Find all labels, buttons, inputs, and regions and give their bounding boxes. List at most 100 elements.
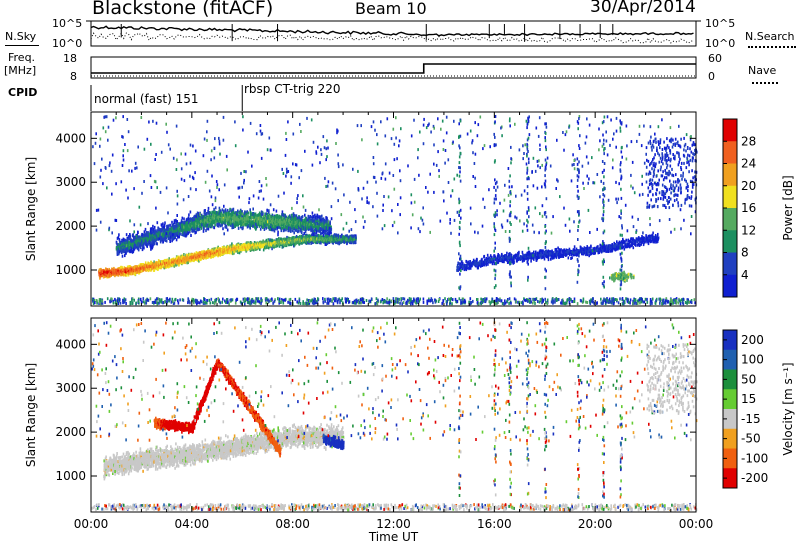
rti-cell xyxy=(202,300,205,304)
rti-cell xyxy=(125,273,128,277)
rti-cell xyxy=(164,261,166,265)
rti-cell xyxy=(129,234,132,238)
rti-cell xyxy=(121,251,123,255)
rti-cell xyxy=(117,297,119,301)
rti-cell xyxy=(164,264,166,268)
rti-cell xyxy=(168,299,170,303)
rti-cell xyxy=(319,239,322,243)
rti-cell xyxy=(128,247,130,250)
rti-cell xyxy=(163,300,166,304)
rti-cell xyxy=(165,300,168,304)
rti-cell xyxy=(477,298,479,301)
rti-cell xyxy=(177,301,180,305)
rti-cell xyxy=(302,302,304,306)
frequency-line xyxy=(91,63,696,74)
rti-cell xyxy=(156,229,158,233)
rti-cell xyxy=(355,234,357,238)
rti-cell xyxy=(142,243,145,247)
rti-cell xyxy=(408,297,411,301)
rti-cell xyxy=(174,226,177,230)
rti-cell xyxy=(344,297,347,301)
rti-cell xyxy=(606,299,608,303)
rti-cell xyxy=(305,301,307,305)
rti-cell xyxy=(510,301,512,305)
rti-cell xyxy=(147,231,149,235)
rti-cell xyxy=(143,246,145,250)
rti-cell xyxy=(596,301,598,305)
rti-cell xyxy=(149,297,152,301)
rti-cell xyxy=(408,301,410,305)
rti-cell xyxy=(293,243,296,247)
rti-cell xyxy=(139,244,141,248)
rti-cell xyxy=(451,302,453,306)
rti-cell xyxy=(171,220,173,224)
rti-cell xyxy=(571,300,573,303)
rti-cell xyxy=(153,230,156,233)
rti-cell xyxy=(174,235,176,239)
rti-cell xyxy=(114,274,116,278)
rti-cell xyxy=(629,301,631,305)
rti-cell xyxy=(638,298,641,302)
rti-cell xyxy=(508,297,511,301)
rti-cell xyxy=(322,297,324,301)
rti-cell xyxy=(104,274,106,278)
rti-cell xyxy=(121,243,123,247)
rti-cell xyxy=(317,297,319,301)
rti-cell xyxy=(302,300,304,304)
rti-cell xyxy=(168,257,170,261)
rti-cell xyxy=(137,245,139,249)
rti-cell xyxy=(435,299,437,303)
rti-cell xyxy=(354,301,356,305)
rti-cell xyxy=(178,260,180,263)
rti-cell xyxy=(354,240,357,244)
rti-cell xyxy=(120,270,123,274)
rti-cell xyxy=(286,235,288,239)
rti-cell xyxy=(625,297,627,301)
rti-cell xyxy=(445,300,448,304)
rti-cell xyxy=(311,301,314,305)
rti-cell xyxy=(289,297,292,301)
rti-cell xyxy=(345,298,347,301)
rti-cell xyxy=(565,301,568,305)
rti-cell xyxy=(392,297,395,301)
rti-cell xyxy=(213,247,215,251)
rti-cell xyxy=(246,241,248,245)
rti-cell xyxy=(331,299,333,303)
rti-cell xyxy=(206,251,208,255)
rti-cell xyxy=(260,300,262,304)
rti-cell xyxy=(442,299,444,303)
rti-cell xyxy=(520,301,523,305)
rti-cell xyxy=(125,302,127,305)
rti-cell xyxy=(175,218,177,222)
rti-cell xyxy=(374,302,377,306)
rti-cell xyxy=(264,298,267,302)
rti-cell xyxy=(164,258,166,262)
rti-cell xyxy=(538,300,541,304)
rti-cell xyxy=(254,248,257,251)
rti-cell xyxy=(207,250,210,254)
rti-cell xyxy=(172,229,175,233)
rti-cell xyxy=(405,300,408,304)
rti-cell xyxy=(192,253,195,257)
rti-cell xyxy=(664,301,667,305)
rti-cell xyxy=(151,301,154,304)
rti-cell xyxy=(494,299,496,303)
rti-cell xyxy=(415,299,418,303)
rti-cell xyxy=(335,234,337,238)
rti-cell xyxy=(145,301,147,305)
rti-cell xyxy=(418,299,421,303)
rti-cell xyxy=(251,297,254,301)
rti-cell xyxy=(525,299,527,303)
rti-cell xyxy=(198,259,200,263)
rti-cell xyxy=(346,241,348,245)
rti-cell xyxy=(138,240,140,244)
rti-cell xyxy=(382,299,385,303)
rti-cell xyxy=(187,261,189,265)
rti-cell xyxy=(168,264,171,267)
rti-cell xyxy=(109,299,112,303)
rti-cell xyxy=(154,298,157,302)
rti-cell xyxy=(320,241,322,245)
rti-cell xyxy=(634,300,637,303)
rti-cell xyxy=(120,248,123,252)
rti-cell xyxy=(231,242,233,246)
